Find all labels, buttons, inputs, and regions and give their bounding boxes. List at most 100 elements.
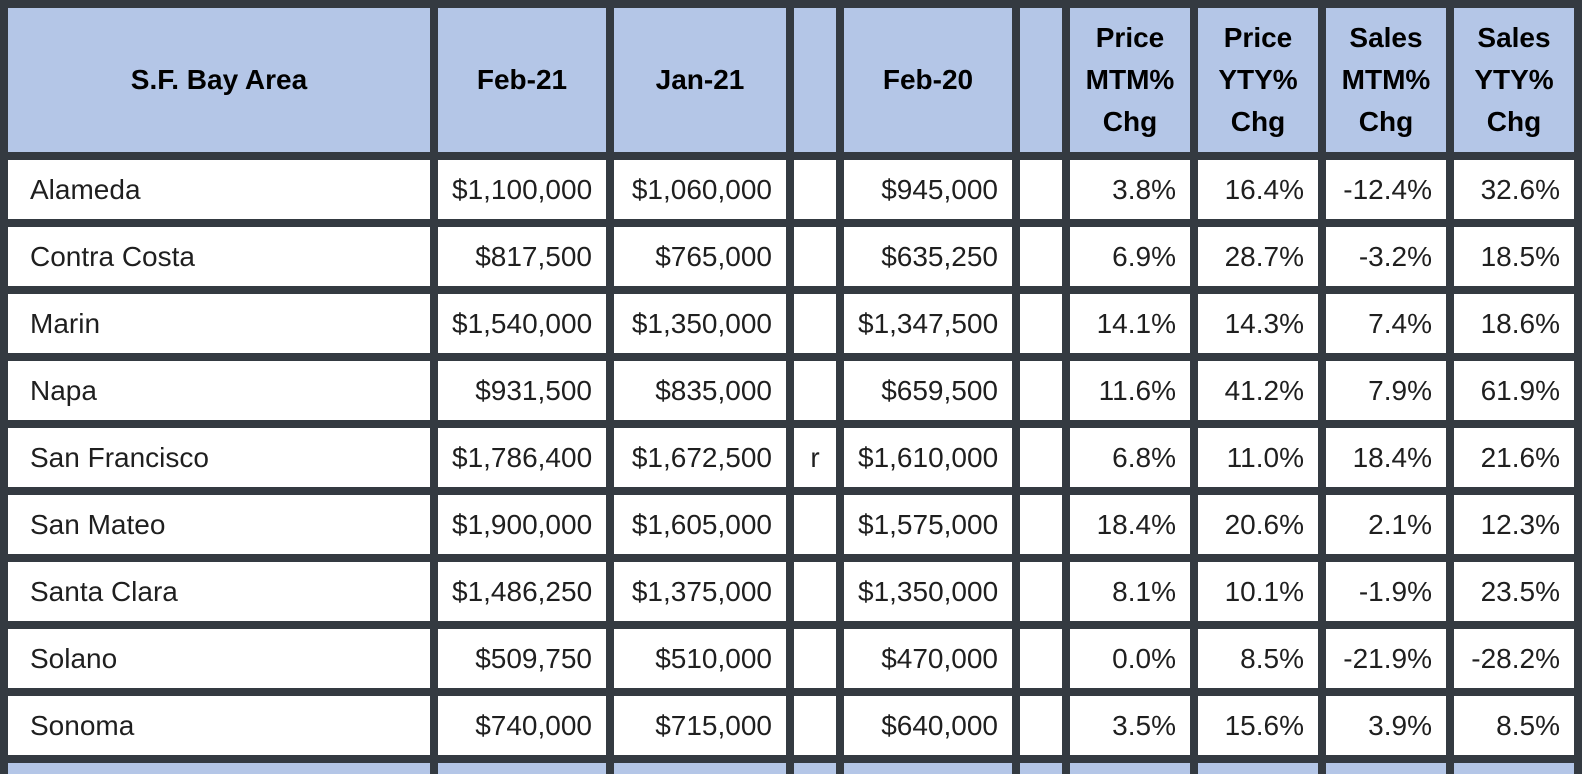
cell-flag1 xyxy=(794,294,844,361)
col-header-price-mtm-chg: Price MTM% Chg xyxy=(1070,8,1198,160)
cell-sales-mtm-chg: -3.2% xyxy=(1326,227,1454,294)
cell-area: Marin xyxy=(8,294,438,361)
cell-flag2 xyxy=(1020,495,1070,562)
cell-price-yty-chg: 16.4% xyxy=(1198,160,1326,227)
cell-jan21: $1,605,000 xyxy=(614,495,794,562)
cell-sales-mtm-chg: 2.1% xyxy=(1326,495,1454,562)
col-header-jan21: Jan-21 xyxy=(614,8,794,160)
cell-sales-mtm-chg: -12.4% xyxy=(1326,160,1454,227)
cell-sales-yty-chg: 18.5% xyxy=(1454,227,1582,294)
cell-price-mtm-chg: 6.8% xyxy=(1070,428,1198,495)
cell-price-mtm-chg: 6.9% xyxy=(1070,227,1198,294)
table-row-santa-clara: Santa Clara $1,486,250 $1,375,000 $1,350… xyxy=(8,562,1582,629)
cell-feb20: $1,575,000 xyxy=(844,495,1020,562)
cutoff-cell xyxy=(614,763,794,774)
cutoff-cell xyxy=(1326,763,1454,774)
cell-feb21: $1,486,250 xyxy=(438,562,614,629)
cell-price-yty-chg: 20.6% xyxy=(1198,495,1326,562)
cutoff-cell xyxy=(1070,763,1198,774)
next-row-cut-off xyxy=(8,763,1582,774)
cell-sales-yty-chg: 21.6% xyxy=(1454,428,1582,495)
cell-sales-mtm-chg: -21.9% xyxy=(1326,629,1454,696)
cell-area: San Francisco xyxy=(8,428,438,495)
cell-area: Sonoma xyxy=(8,696,438,763)
cutoff-cell xyxy=(794,763,844,774)
cell-sales-yty-chg: 12.3% xyxy=(1454,495,1582,562)
cell-feb20: $635,250 xyxy=(844,227,1020,294)
cell-area: Santa Clara xyxy=(8,562,438,629)
cell-sales-mtm-chg: -1.9% xyxy=(1326,562,1454,629)
cutoff-cell xyxy=(1198,763,1326,774)
cell-flag2 xyxy=(1020,629,1070,696)
cell-flag1 xyxy=(794,495,844,562)
table-row-marin: Marin $1,540,000 $1,350,000 $1,347,500 1… xyxy=(8,294,1582,361)
cell-feb21: $1,540,000 xyxy=(438,294,614,361)
cell-feb20: $470,000 xyxy=(844,629,1020,696)
cell-feb21: $1,786,400 xyxy=(438,428,614,495)
cell-area: Contra Costa xyxy=(8,227,438,294)
cell-sales-yty-chg: 18.6% xyxy=(1454,294,1582,361)
cell-area: Napa xyxy=(8,361,438,428)
col-header-flag1 xyxy=(794,8,844,160)
cell-price-mtm-chg: 3.8% xyxy=(1070,160,1198,227)
cell-jan21: $1,672,500 xyxy=(614,428,794,495)
cell-price-mtm-chg: 3.5% xyxy=(1070,696,1198,763)
col-header-sales-yty-chg: Sales YTY% Chg xyxy=(1454,8,1582,160)
cell-sales-mtm-chg: 7.9% xyxy=(1326,361,1454,428)
cell-jan21: $1,060,000 xyxy=(614,160,794,227)
cell-price-yty-chg: 15.6% xyxy=(1198,696,1326,763)
cell-flag2 xyxy=(1020,361,1070,428)
cell-flag1-revised-marker: r xyxy=(794,428,844,495)
cell-feb21: $817,500 xyxy=(438,227,614,294)
cell-price-mtm-chg: 14.1% xyxy=(1070,294,1198,361)
table-row-alameda: Alameda $1,100,000 $1,060,000 $945,000 3… xyxy=(8,160,1582,227)
cell-sales-yty-chg: 8.5% xyxy=(1454,696,1582,763)
cell-jan21: $510,000 xyxy=(614,629,794,696)
cell-price-yty-chg: 28.7% xyxy=(1198,227,1326,294)
cell-price-yty-chg: 10.1% xyxy=(1198,562,1326,629)
cell-area: Solano xyxy=(8,629,438,696)
header-row: S.F. Bay Area Feb-21 Jan-21 Feb-20 Price… xyxy=(8,8,1582,160)
table-row-napa: Napa $931,500 $835,000 $659,500 11.6% 41… xyxy=(8,361,1582,428)
cell-flag1 xyxy=(794,629,844,696)
cell-price-yty-chg: 14.3% xyxy=(1198,294,1326,361)
table-row-solano: Solano $509,750 $510,000 $470,000 0.0% 8… xyxy=(8,629,1582,696)
col-header-area: S.F. Bay Area xyxy=(8,8,438,160)
cell-feb20: $640,000 xyxy=(844,696,1020,763)
cell-area: San Mateo xyxy=(8,495,438,562)
cell-feb21: $509,750 xyxy=(438,629,614,696)
cell-price-yty-chg: 41.2% xyxy=(1198,361,1326,428)
cell-feb21: $740,000 xyxy=(438,696,614,763)
cell-sales-mtm-chg: 3.9% xyxy=(1326,696,1454,763)
col-header-flag2 xyxy=(1020,8,1070,160)
cutoff-cell xyxy=(844,763,1020,774)
col-header-price-yty-chg: Price YTY% Chg xyxy=(1198,8,1326,160)
cell-jan21: $835,000 xyxy=(614,361,794,428)
cell-feb21: $1,100,000 xyxy=(438,160,614,227)
table-row-san-francisco: San Francisco $1,786,400 $1,672,500 r $1… xyxy=(8,428,1582,495)
cell-sales-yty-chg: 32.6% xyxy=(1454,160,1582,227)
cell-sales-mtm-chg: 18.4% xyxy=(1326,428,1454,495)
cell-flag2 xyxy=(1020,160,1070,227)
cell-feb21: $1,900,000 xyxy=(438,495,614,562)
table-row-contra-costa: Contra Costa $817,500 $765,000 $635,250 … xyxy=(8,227,1582,294)
cell-flag1 xyxy=(794,227,844,294)
cutoff-cell xyxy=(438,763,614,774)
col-header-feb20: Feb-20 xyxy=(844,8,1020,160)
cell-area: Alameda xyxy=(8,160,438,227)
cell-price-mtm-chg: 11.6% xyxy=(1070,361,1198,428)
cell-price-mtm-chg: 18.4% xyxy=(1070,495,1198,562)
cell-price-mtm-chg: 8.1% xyxy=(1070,562,1198,629)
cell-sales-yty-chg: -28.2% xyxy=(1454,629,1582,696)
cell-jan21: $765,000 xyxy=(614,227,794,294)
table-row-san-mateo: San Mateo $1,900,000 $1,605,000 $1,575,0… xyxy=(8,495,1582,562)
cell-price-yty-chg: 8.5% xyxy=(1198,629,1326,696)
col-header-sales-mtm-chg: Sales MTM% Chg xyxy=(1326,8,1454,160)
cell-flag2 xyxy=(1020,227,1070,294)
cell-feb20: $1,610,000 xyxy=(844,428,1020,495)
cell-flag2 xyxy=(1020,428,1070,495)
cell-flag1 xyxy=(794,562,844,629)
cell-jan21: $1,375,000 xyxy=(614,562,794,629)
